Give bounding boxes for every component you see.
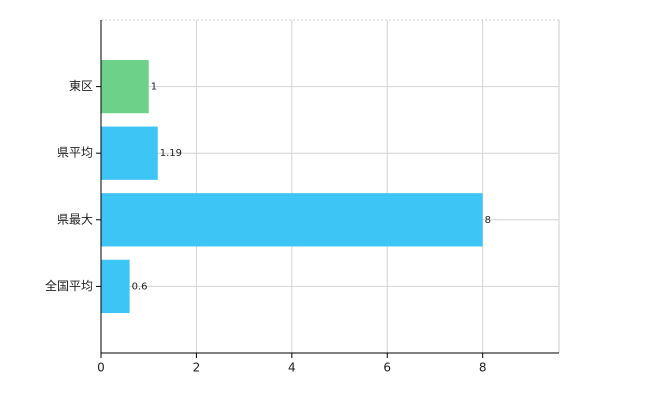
- x-tick-label: 0: [97, 361, 105, 375]
- value-label: 0.6: [132, 281, 148, 292]
- bar: [101, 126, 158, 180]
- bar: [101, 193, 483, 247]
- value-label: 8: [485, 215, 491, 226]
- y-tick-label: 全国平均: [45, 278, 93, 293]
- bar: [101, 59, 149, 114]
- x-tick-label: 8: [479, 361, 487, 375]
- x-tick-label: 6: [383, 361, 391, 375]
- value-label: 1.19: [160, 148, 182, 159]
- y-tick-label: 東区: [69, 79, 93, 93]
- value-label: 1: [151, 82, 157, 93]
- y-tick-label: 県最大: [57, 212, 93, 226]
- y-tick-label: 県平均: [57, 146, 93, 160]
- x-tick-label: 2: [193, 361, 201, 375]
- x-tick-label: 4: [288, 361, 296, 375]
- bar: [101, 259, 130, 314]
